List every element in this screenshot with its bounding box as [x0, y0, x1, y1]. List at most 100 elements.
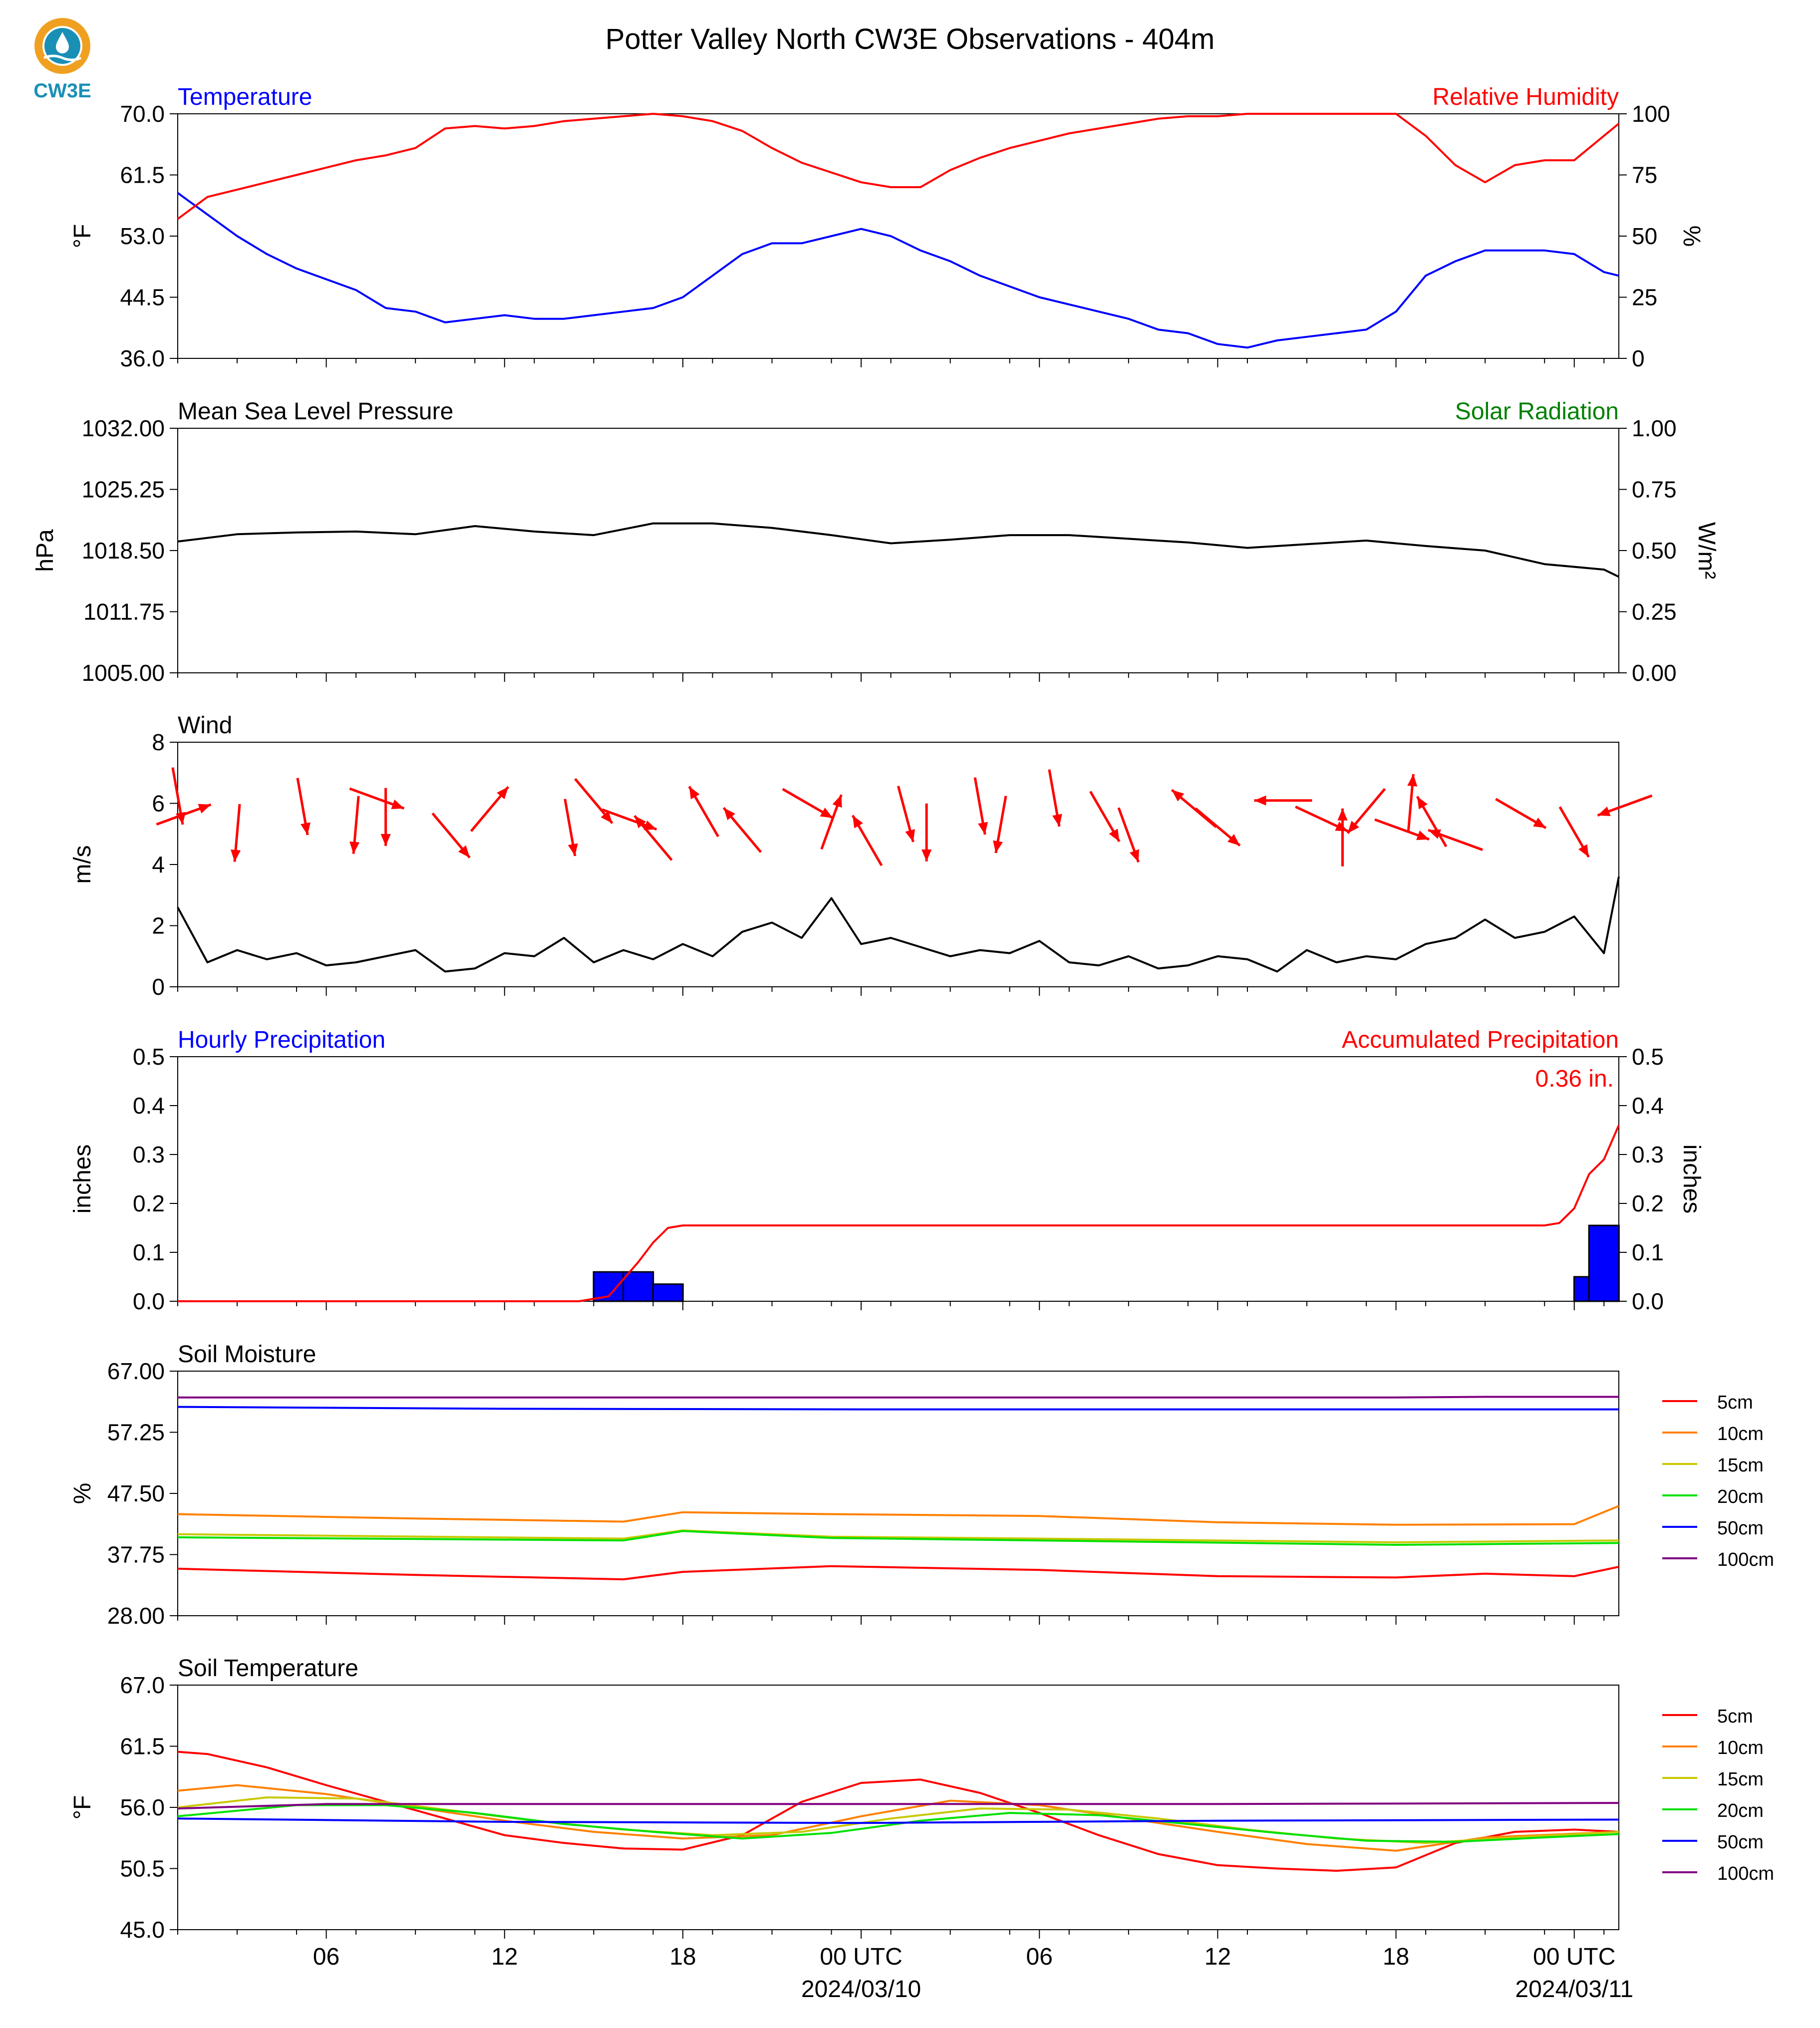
legend-label: 10cm — [1717, 1738, 1764, 1758]
y-tick-label: 1025.25 — [82, 477, 165, 503]
legend-label: 20cm — [1717, 1486, 1764, 1507]
plot-frame — [177, 1056, 1619, 1302]
water-drop-icon — [56, 32, 69, 53]
wind-arrow — [851, 815, 883, 867]
legend-label: 50cm — [1717, 1518, 1764, 1539]
series-line-temperature — [177, 192, 1619, 349]
y-tick-label: 2 — [152, 913, 165, 939]
wind-arrow — [820, 794, 843, 850]
series-line-5cm — [177, 1750, 1619, 1872]
wind-arrow — [1416, 796, 1448, 848]
y-tick-label-right: 0.50 — [1632, 538, 1677, 564]
legend-entry: 50cm — [1662, 1518, 1764, 1539]
wind-arrow — [1195, 807, 1241, 847]
y-axis-label: °F — [69, 224, 96, 249]
legend-label: 5cm — [1717, 1706, 1753, 1727]
wind-arrow — [1346, 788, 1386, 834]
y-tick-label: 1011.75 — [83, 599, 165, 625]
panel-title-left: Mean Sea Level Pressure — [178, 398, 453, 425]
y-tick-label-right: 75 — [1632, 162, 1657, 188]
y-tick-label: 0.1 — [133, 1239, 165, 1265]
wind-arrow — [993, 796, 1007, 854]
y-tick-label-right: 0 — [1632, 345, 1645, 371]
y-tick-label-right: 0.1 — [1632, 1239, 1664, 1265]
panel-pressure-solar: 1005.00 1011.75 1018.50 1025.25 1032.00 0.00 0… — [32, 398, 1720, 686]
legend-entry: 50cm — [1662, 1832, 1764, 1853]
y-tick-label-right: 25 — [1632, 285, 1657, 310]
wind-arrow — [349, 796, 360, 854]
y-axis-label: inches — [69, 1145, 96, 1214]
time-axis-labels: 06 12 18 00 UTC 2024/03/10 06 12 18 00 UTC 2024/0… — [313, 1944, 1633, 2003]
y-tick-label: 45.0 — [120, 1917, 165, 1943]
plot-frame — [177, 742, 1619, 987]
panel-wind: 0 2 4 6 8 Wind m/s — [69, 712, 1653, 1000]
series-line-100cm — [177, 1802, 1619, 1810]
y-tick-label-right: 100 — [1632, 101, 1670, 127]
panel-title-left: Wind — [178, 712, 232, 739]
logo-text: CW3E — [33, 80, 91, 102]
y-tick-label: 6 — [152, 791, 165, 817]
y-axis-label-right: W/m² — [1693, 522, 1720, 579]
panel-soil-moisture: 28.00 37.75 47.50 57.25 67.00 Soil Moisture% 5… — [69, 1341, 1774, 1629]
y-axis-label: °F — [69, 1795, 96, 1820]
wind-arrow — [1495, 798, 1547, 829]
wind-arrow — [1048, 769, 1062, 827]
x-tick-label: 18 — [1383, 1944, 1409, 1970]
legend-label: 10cm — [1717, 1424, 1764, 1445]
y-tick-label-right: 50 — [1632, 223, 1657, 249]
y-tick-label: 8 — [152, 729, 165, 755]
series-line-100cm — [178, 1396, 1619, 1399]
panel-title-left: Soil Temperature — [178, 1655, 358, 1682]
series-line-wind — [177, 876, 1620, 973]
y-tick-label-right: 0.25 — [1632, 599, 1677, 625]
panel-temperature-rh: 36.0 44.5 53.0 61.5 70.0 0 25 50 75 100 Temperatur… — [69, 84, 1705, 371]
y-axis-label-right: % — [1678, 226, 1705, 247]
x-tick-label: 06 — [313, 1944, 339, 1970]
legend-entry: 10cm — [1662, 1738, 1764, 1758]
wind-arrow — [1117, 807, 1140, 863]
y-tick-label-right: 1.00 — [1632, 415, 1677, 441]
y-tick-label-right: 0.0 — [1632, 1288, 1664, 1314]
y-tick-label: 50.5 — [120, 1856, 165, 1882]
x-tick-label: 18 — [669, 1944, 696, 1970]
legend-label: 5cm — [1717, 1392, 1753, 1413]
legend-entry: 5cm — [1662, 1706, 1753, 1727]
logo-ring — [34, 18, 90, 74]
series-line-50cm — [177, 1817, 1619, 1824]
panel-soil-temperature: 45.0 50.5 56.0 61.5 67.0 Soil Temperature °F 5c… — [69, 1655, 1774, 1943]
series-line-20cm — [177, 1804, 1619, 1843]
legend-label: 20cm — [1717, 1800, 1764, 1821]
wind-arrow — [574, 778, 613, 824]
y-tick-label-right: 0.3 — [1632, 1142, 1664, 1167]
wind-arrow — [1407, 774, 1418, 832]
y-tick-label: 0.5 — [133, 1044, 165, 1070]
legend-entry: 10cm — [1662, 1424, 1764, 1445]
accumulated-total-label: 0.36 in. — [1535, 1066, 1614, 1092]
plot-frame — [177, 428, 1619, 673]
panel-title-left: Soil Moisture — [178, 1341, 316, 1368]
precip-bar — [1588, 1224, 1620, 1302]
y-tick-label: 57.25 — [107, 1420, 165, 1446]
y-tick-label: 70.0 — [120, 101, 165, 127]
wind-arrow — [1374, 818, 1430, 841]
series-line-relative-humidity — [177, 113, 1620, 220]
series-line-mean-sea-level-pressure — [177, 522, 1619, 578]
y-tick-label: 56.0 — [120, 1794, 165, 1820]
x-tick-label: 12 — [1205, 1944, 1231, 1970]
wind-arrow — [230, 804, 241, 862]
y-axis-label: m/s — [69, 845, 96, 883]
y-tick-label: 44.5 — [120, 285, 165, 310]
x-tick-label: 12 — [491, 1944, 518, 1970]
y-tick-label: 37.75 — [107, 1542, 165, 1568]
legend-label: 15cm — [1717, 1455, 1764, 1476]
wind-arrow — [470, 786, 510, 832]
wind-arrow — [349, 787, 405, 810]
y-tick-label: 0.2 — [133, 1190, 165, 1216]
y-tick-label: 53.0 — [120, 223, 165, 249]
plot-frame — [177, 113, 1619, 359]
x-tick-label: 00 UTC — [820, 1944, 902, 1970]
panel-title-left: Hourly Precipitation — [178, 1027, 385, 1053]
wind-arrow — [380, 788, 391, 846]
x-date-label: 2024/03/10 — [801, 1976, 921, 2003]
